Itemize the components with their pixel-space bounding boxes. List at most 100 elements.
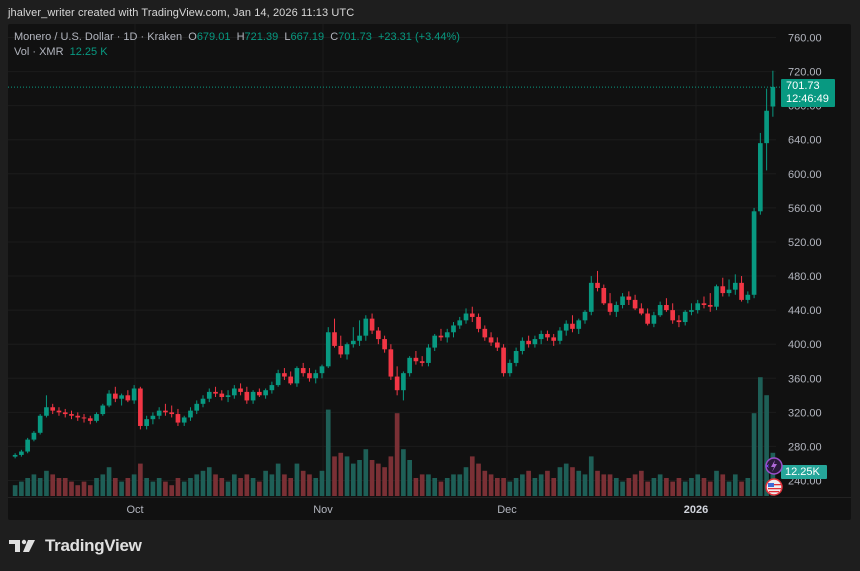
candle-body[interactable] — [576, 320, 582, 329]
candle-body[interactable] — [689, 310, 694, 312]
us-flag-event-icon[interactable] — [765, 478, 783, 496]
candle-body[interactable] — [463, 313, 469, 321]
candle-body[interactable] — [144, 419, 149, 426]
candle-body[interactable] — [175, 414, 181, 423]
candle-body[interactable] — [69, 414, 74, 416]
candle-body[interactable] — [25, 439, 30, 452]
candle-body[interactable] — [288, 376, 294, 384]
candle-body[interactable] — [701, 303, 707, 306]
candle-body[interactable] — [626, 296, 632, 300]
candle-body[interactable] — [476, 316, 481, 329]
candle-body[interactable] — [507, 362, 513, 374]
candle-body[interactable] — [62, 412, 68, 415]
candle-body[interactable] — [181, 417, 187, 423]
candle-body[interactable] — [150, 415, 156, 420]
candle-body[interactable] — [520, 340, 525, 352]
candle-body[interactable] — [163, 410, 168, 413]
candle-body[interactable] — [382, 339, 387, 350]
candle-body[interactable] — [238, 388, 243, 392]
candle-body[interactable] — [332, 332, 337, 346]
candle-body[interactable] — [488, 337, 494, 343]
candle-body[interactable] — [451, 325, 456, 333]
candle-body[interactable] — [426, 347, 431, 363]
candle-body[interactable] — [557, 330, 563, 341]
candle-body[interactable] — [282, 373, 287, 377]
candle-body[interactable] — [720, 286, 726, 294]
candle-body[interactable] — [444, 332, 450, 338]
candle-body[interactable] — [219, 393, 225, 398]
candle-body[interactable] — [125, 395, 131, 401]
lightning-event-icon[interactable] — [765, 457, 783, 475]
candle-body[interactable] — [87, 418, 93, 421]
candle-body[interactable] — [138, 388, 143, 426]
candle-body[interactable] — [707, 305, 713, 307]
candle-body[interactable] — [194, 403, 200, 411]
candle-body[interactable] — [563, 323, 569, 331]
candle-body[interactable] — [263, 390, 268, 396]
candle-body[interactable] — [632, 299, 638, 309]
candle-body[interactable] — [81, 417, 87, 419]
candle-body[interactable] — [613, 305, 619, 312]
candle-body[interactable] — [44, 407, 49, 416]
candle-body[interactable] — [745, 294, 751, 300]
candle-body[interactable] — [350, 340, 356, 345]
candle-body[interactable] — [307, 373, 312, 379]
candle-body[interactable] — [200, 398, 206, 404]
candle-body[interactable] — [300, 368, 306, 374]
candle-body[interactable] — [19, 451, 24, 455]
candle-body[interactable] — [751, 211, 757, 295]
candle-body[interactable] — [188, 410, 193, 418]
candle-body[interactable] — [112, 393, 118, 399]
candle-body[interactable] — [438, 335, 444, 338]
candle-body[interactable] — [582, 311, 588, 321]
candle-body[interactable] — [319, 366, 325, 374]
candle-body[interactable] — [457, 320, 463, 326]
candle-body[interactable] — [244, 391, 250, 401]
candle-body[interactable] — [12, 454, 18, 457]
candle-body[interactable] — [344, 344, 350, 355]
candle-body[interactable] — [601, 287, 607, 304]
candle-body[interactable] — [376, 330, 381, 340]
candle-body[interactable] — [156, 410, 162, 416]
candle-body[interactable] — [645, 313, 650, 324]
candle-body[interactable] — [432, 335, 438, 348]
candle-body[interactable] — [269, 385, 275, 391]
candle-body[interactable] — [231, 388, 237, 396]
candle-body[interactable] — [419, 361, 425, 363]
candle-body[interactable] — [363, 318, 369, 336]
candle-body[interactable] — [513, 351, 519, 363]
candle-body[interactable] — [100, 405, 106, 415]
candle-body[interactable] — [607, 303, 613, 312]
chart-panel[interactable] — [8, 24, 851, 520]
candle-body[interactable] — [726, 289, 732, 294]
candle-body[interactable] — [739, 282, 744, 300]
candle-body[interactable] — [50, 407, 56, 411]
candle-body[interactable] — [538, 333, 544, 340]
candle-body[interactable] — [338, 345, 344, 355]
candle-body[interactable] — [225, 395, 231, 398]
candle-body[interactable] — [664, 305, 669, 311]
candle-body[interactable] — [325, 332, 331, 367]
candle-body[interactable] — [394, 376, 400, 391]
legend-symbol[interactable]: Monero / U.S. Dollar · 1D · Kraken — [14, 31, 183, 43]
candle-body[interactable] — [357, 335, 362, 341]
candle-body[interactable] — [526, 340, 531, 345]
candle-body[interactable] — [294, 368, 300, 384]
candle-body[interactable] — [313, 373, 319, 379]
candle-body[interactable] — [732, 282, 738, 290]
legend-volume-label[interactable]: Vol · XMR — [14, 46, 64, 58]
candle-body[interactable] — [695, 303, 701, 311]
candle-body[interactable] — [401, 373, 406, 391]
candle-body[interactable] — [620, 296, 625, 306]
candle-body[interactable] — [532, 339, 538, 345]
candle-body[interactable] — [545, 333, 550, 338]
candle-body[interactable] — [758, 143, 763, 212]
candle-body[interactable] — [588, 282, 594, 312]
candle-body[interactable] — [106, 393, 112, 406]
candle-body[interactable] — [551, 337, 557, 341]
candle-body[interactable] — [369, 318, 375, 331]
candle-body[interactable] — [275, 373, 281, 386]
candle-body[interactable] — [413, 357, 419, 362]
candle-body[interactable] — [595, 282, 600, 288]
